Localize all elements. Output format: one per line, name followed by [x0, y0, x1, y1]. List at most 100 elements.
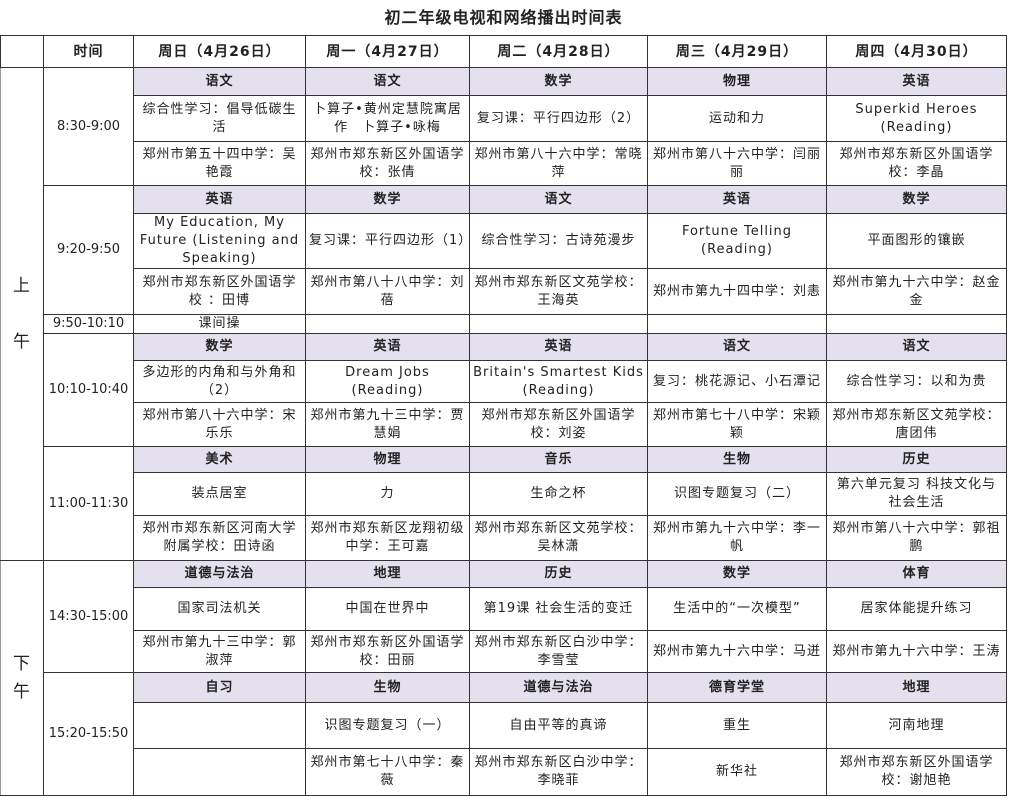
class-topic: 生命之杯 — [469, 472, 648, 516]
class-teacher — [133, 748, 306, 796]
class-teacher: 郑州市郑东新区外国语学校 ：田博 — [133, 268, 306, 315]
class-subject: 美术 — [133, 446, 306, 473]
topic-row: My Education, My Future (Listening and S… — [1, 213, 1007, 269]
class-teacher: 郑州市第七十八中学：宋颖颖 — [647, 402, 827, 447]
time-slot: 9:20-9:50 — [43, 185, 134, 315]
afternoon-label: 下 午 — [0, 560, 44, 796]
class-topic: 运动和力 — [647, 95, 827, 142]
class-topic: 河南地理 — [826, 702, 1007, 749]
class-teacher: 郑州市第八十六中学：郭祖鹏 — [826, 515, 1007, 561]
time-slot: 10:10-10:40 — [43, 333, 134, 447]
class-teacher: 郑州市郑东新区文苑学校：吴林潇 — [469, 515, 648, 561]
class-topic: 重生 — [647, 702, 827, 749]
teacher-row: 郑州市第八十六中学：宋乐乐 郑州市第九十三中学：贾慧娟 郑州市郑东新区外国语学校：刘… — [1, 402, 1007, 447]
class-subject: 地理 — [826, 672, 1007, 703]
class-subject: 英语 — [133, 185, 306, 214]
class-teacher: 郑州市郑东新区外国语学校：田丽 — [305, 630, 470, 673]
class-teacher: 新华社 — [647, 748, 827, 796]
class-topic: 力 — [305, 472, 470, 516]
time-slot: 9:50-10:10 — [43, 314, 134, 334]
time-slot: 8:30-9:00 — [43, 67, 134, 186]
time-header: 时间 — [43, 35, 134, 68]
class-teacher: 郑州市第九十六中学：李一帆 — [647, 515, 827, 561]
subject-row: 15:20-15:50 自习 生物 道德与法治 德育学堂 地理 — [1, 672, 1007, 796]
class-subject: 语文 — [305, 67, 470, 96]
class-teacher: 郑州市郑东新区河南大学附属学校：田诗函 — [133, 515, 306, 561]
class-teacher: 郑州市第八十六中学：常晓萍 — [469, 141, 648, 186]
day-header: 周日（4月26日） — [133, 35, 306, 68]
class-subject: 英语 — [826, 67, 1007, 96]
class-topic: 识图专题复习（一） — [305, 702, 470, 749]
class-subject: 数学 — [305, 185, 470, 214]
class-teacher: 郑州市第八十八中学：刘蓓 — [305, 268, 470, 315]
time-slot: 15:20-15:50 — [43, 672, 134, 796]
class-topic: Fortune Telling (Reading) — [647, 213, 827, 269]
empty-cell — [647, 314, 827, 334]
topic-row: 多边形的内角和与外角和（2） Dream Jobs (Reading) Britai… — [1, 360, 1007, 403]
class-topic: 综合性学习：倡导低碳生活 — [133, 95, 306, 142]
class-topic: 生活中的“一次模型” — [647, 587, 827, 631]
class-subject: 数学 — [133, 333, 306, 361]
class-topic: 装点居室 — [133, 472, 306, 516]
break-row: 9:50-10:10 课间操 — [1, 314, 1007, 334]
class-topic: 复习课：平行四边形（2） — [469, 95, 648, 142]
class-topic: My Education, My Future (Listening and S… — [133, 213, 306, 269]
teacher-row: 郑州市第五十四中学：吴艳霞 郑州市郑东新区外国语学校：张倩 郑州市第八十六中学：常晓… — [1, 141, 1007, 186]
class-teacher: 郑州市郑东新区龙翔初级中学：王可嘉 — [305, 515, 470, 561]
class-topic: 国家司法机关 — [133, 587, 306, 631]
class-subject: 地理 — [305, 560, 470, 588]
subject-row: 上 午 8:30-9:00 语文 语文 数学 物理 英语 — [0, 67, 1007, 561]
class-topic: 第19课 社会生活的变迁 — [469, 587, 648, 631]
subject-row: 10:10-10:40 数学 英语 英语 语文 语文 — [1, 333, 1007, 447]
teacher-row: 郑州市郑东新区外国语学校 ：田博 郑州市第八十八中学：刘蓓 郑州市郑东新区文苑学校：… — [1, 268, 1007, 315]
class-subject: 数学 — [469, 67, 648, 96]
class-topic: 综合性学习：古诗苑漫步 — [469, 213, 648, 269]
class-subject: 英语 — [647, 185, 827, 214]
class-teacher: 郑州市第八十六中学：闫丽丽 — [647, 141, 827, 186]
page-title: 初二年级电视和网络播出时间表 — [0, 0, 1007, 36]
teacher-row: 郑州市郑东新区河南大学附属学校：田诗函 郑州市郑东新区龙翔初级中学：王可嘉 郑州市郑… — [1, 515, 1007, 561]
class-teacher: 郑州市郑东新区文苑学校：唐团伟 — [826, 402, 1007, 447]
class-subject: 道德与法治 — [133, 560, 306, 588]
class-subject: 语文 — [647, 333, 827, 361]
class-teacher: 郑州市郑东新区外国语学校：谢旭艳 — [826, 748, 1007, 796]
class-teacher: 郑州市第九十六中学：赵金金 — [826, 268, 1007, 315]
class-teacher: 郑州市第九十三中学：贾慧娟 — [305, 402, 470, 447]
class-topic: Dream Jobs (Reading) — [305, 360, 470, 403]
class-teacher: 郑州市第九十六中学：马迸 — [647, 630, 827, 673]
class-topic: 中国在世界中 — [305, 587, 470, 631]
class-subject: 英语 — [305, 333, 470, 361]
class-teacher: 郑州市第八十六中学：宋乐乐 — [133, 402, 306, 447]
break-label: 课间操 — [133, 314, 306, 334]
class-subject: 音乐 — [469, 446, 648, 473]
class-topic: 识图专题复习（二） — [647, 472, 827, 516]
empty-cell — [305, 314, 470, 334]
class-topic: 平面图形的镶嵌 — [826, 213, 1007, 269]
class-teacher: 郑州市第五十四中学：吴艳霞 — [133, 141, 306, 186]
topic-row: 装点居室力生命之杯 识图专题复习（二） 第六单元复习 科技文化与社会生活 — [1, 472, 1007, 516]
class-subject: 语文 — [826, 333, 1007, 361]
morning-label: 上 午 — [0, 67, 44, 561]
topic-row: 识图专题复习（一） 自由平等的真谛 重生 河南地理 — [1, 702, 1007, 749]
subject-row: 11:00-11:30 美术 物理 音乐 生物 历史 — [1, 446, 1007, 561]
class-subject: 语文 — [133, 67, 306, 96]
class-subject: 体育 — [826, 560, 1007, 588]
empty-cell — [469, 314, 648, 334]
class-subject: 英语 — [469, 333, 648, 361]
topic-row: 综合性学习：倡导低碳生活 卜算子•黄州定慧院寓居作 卜算子•咏梅 复习课：平行四边形… — [1, 95, 1007, 142]
class-subject: 历史 — [469, 560, 648, 588]
class-topic: 综合性学习：以和为贵 — [826, 360, 1007, 403]
class-teacher: 郑州市第九十六中学：王涛 — [826, 630, 1007, 673]
day-header: 周二（4月28日） — [469, 35, 648, 68]
class-teacher: 郑州市第七十八中学：秦薇 — [305, 748, 470, 796]
class-subject: 历史 — [826, 446, 1007, 473]
class-subject: 物理 — [647, 67, 827, 96]
class-topic: 自由平等的真谛 — [469, 702, 648, 749]
class-teacher: 郑州市第九十四中学：刘恚 — [647, 268, 827, 315]
class-subject: 生物 — [305, 672, 470, 703]
title-row: 初二年级电视和网络播出时间表 — [0, 0, 1007, 36]
class-topic: 居家体能提升练习 — [826, 587, 1007, 631]
time-slot: 11:00-11:30 — [43, 446, 134, 561]
class-topic: 第六单元复习 科技文化与社会生活 — [826, 472, 1007, 516]
